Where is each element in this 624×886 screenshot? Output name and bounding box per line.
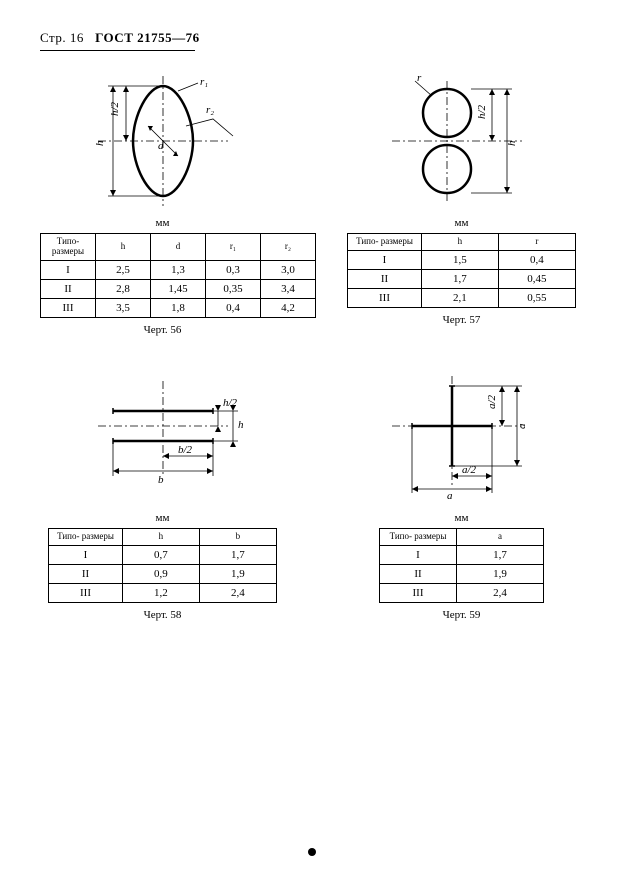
table-row: II2,81,450,353,4 (41, 279, 316, 298)
label-d: d (158, 140, 164, 152)
caption-59: Черт. 59 (443, 609, 481, 621)
header-rule (40, 50, 195, 51)
table-row: I2,51,30,33,0 (41, 260, 316, 279)
page-dot (308, 848, 316, 856)
col-header: r (498, 234, 575, 251)
label-b2-58: b/2 (178, 444, 193, 456)
col-header: b (199, 528, 276, 545)
label-h2-57: h/2 (476, 104, 488, 119)
table-row: III2,10,55 (348, 288, 576, 307)
unit-57: мм (455, 217, 469, 229)
label-h57: h (506, 140, 518, 146)
col-header: Типо- размеры (348, 234, 422, 251)
caption-58: Черт. 58 (144, 609, 182, 621)
col-header: r₁ (206, 234, 261, 261)
table-59: Типо- размеры a I1,7 II1,9 III2,4 (379, 528, 544, 603)
diagram-56: r₁ r₂ h h/2 d (40, 71, 285, 211)
label-h-58: h (238, 419, 244, 431)
label-av: a (516, 423, 528, 429)
unit-59: мм (455, 512, 469, 524)
label-h2-58: h/2 (223, 397, 238, 409)
table-row: I1,7 (380, 545, 544, 564)
unit-58: мм (156, 512, 170, 524)
table-row: II1,9 (380, 564, 544, 583)
label-h: h (94, 140, 106, 146)
standard-number: ГОСТ 21755—76 (95, 30, 200, 45)
table-row: III3,51,80,44,2 (41, 298, 316, 317)
label-r2: r₂ (206, 104, 214, 116)
col-header: Типо- размеры (41, 234, 96, 261)
label-b-58: b (158, 474, 164, 486)
caption-56: Черт. 56 (144, 324, 182, 336)
label-a2h: a/2 (462, 464, 477, 476)
table-row: III2,4 (380, 583, 544, 602)
col-header: h (96, 234, 151, 261)
col-header: a (457, 528, 544, 545)
diagram-57: r h h/2 (339, 71, 584, 211)
page-number: Стр. 16 (40, 30, 84, 45)
caption-57: Черт. 57 (443, 314, 481, 326)
diagram-58: h/2 h b/2 b (40, 366, 285, 506)
diagram-59: a/2 a a/2 a (339, 366, 584, 506)
col-header: h (421, 234, 498, 251)
col-header: d (151, 234, 206, 261)
label-r: r (417, 72, 422, 84)
table-58: Типо- размеры h b I0,71,7 II0,91,9 III1,… (48, 528, 277, 603)
label-r1: r₁ (200, 76, 208, 88)
label-ah: a (447, 490, 453, 502)
table-row: I0,71,7 (49, 545, 277, 564)
col-header: h (122, 528, 199, 545)
table-row: III1,22,4 (49, 583, 277, 602)
col-header: Типо- размеры (380, 528, 457, 545)
table-row: II0,91,9 (49, 564, 277, 583)
col-header: Типо- размеры (49, 528, 123, 545)
label-a2v: a/2 (486, 394, 498, 409)
table-57: Типо- размеры h r I1,50,4 II1,70,45 III2… (347, 233, 576, 308)
unit-56: мм (156, 217, 170, 229)
table-56: Типо- размеры h d r₁ r₂ I2,51,30,33,0 II… (40, 233, 316, 318)
label-h2: h/2 (109, 101, 121, 116)
table-row: II1,70,45 (348, 269, 576, 288)
col-header: r₂ (261, 234, 316, 261)
page-header: Стр. 16 ГОСТ 21755—76 (40, 30, 584, 46)
table-row: I1,50,4 (348, 250, 576, 269)
